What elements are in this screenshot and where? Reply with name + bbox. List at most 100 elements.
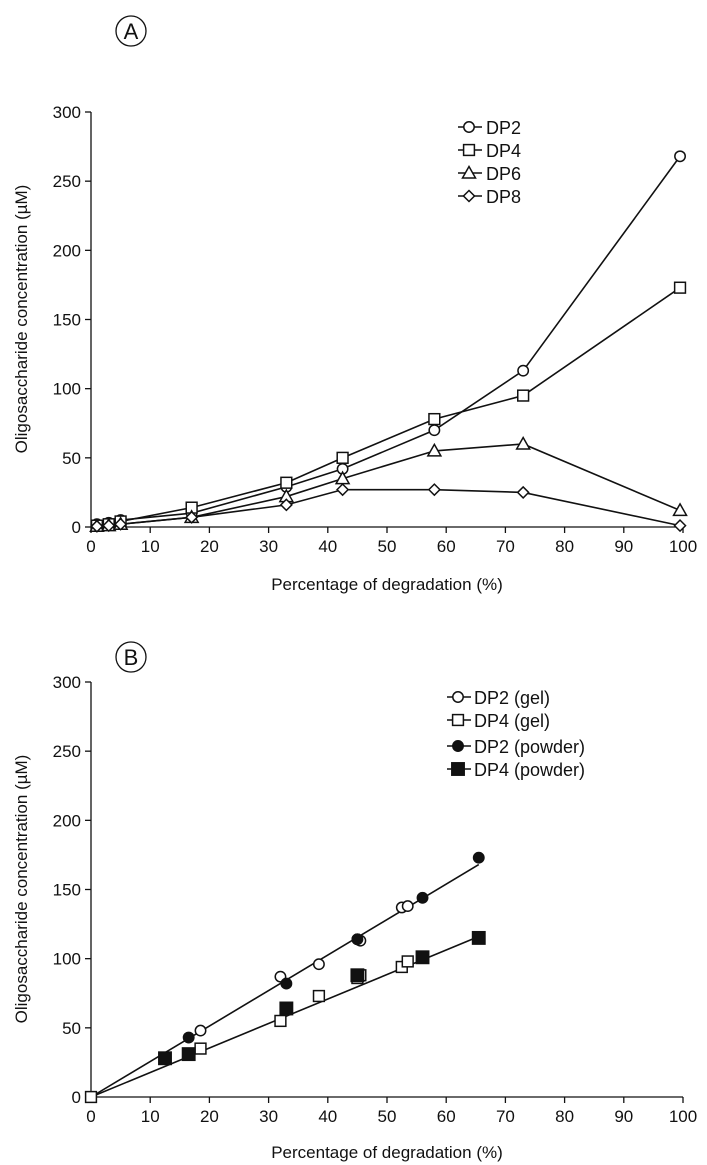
panel-a-legend: DP2 DP4 DP6 DP8	[458, 118, 521, 207]
panel-b: B 0 50 100 150 200 250 300 0 10 20 30 40 50 60 70 80 90…	[12, 641, 697, 1162]
panel-b-point-1-0	[84, 1090, 98, 1104]
panel-a-point-1-4	[280, 476, 293, 489]
panel-b-y-tick-label-2: 100	[53, 950, 81, 969]
legend-b-marker-dp2-gel	[452, 691, 464, 703]
legend-b-label-dp4-powder: DP4 (powder)	[474, 760, 585, 780]
legend-a-marker-dp2-shape	[463, 121, 475, 133]
panel-b-point-0-1	[194, 1024, 207, 1037]
panel-b-point-1-2	[274, 1014, 287, 1028]
panel-b-x-tick-label-5: 50	[378, 1107, 397, 1126]
panel-a-point-3-8	[673, 519, 687, 533]
panel-a-point-2-6	[426, 442, 443, 457]
panel-b-y-tick-label-4: 200	[53, 811, 81, 830]
panel-b-point-3-2	[279, 1001, 294, 1016]
panel-b-point-1-3	[312, 989, 326, 1003]
legend-b-label-dp4-gel: DP4 (gel)	[474, 711, 550, 731]
panel-b-x-tick-label-3: 30	[259, 1107, 278, 1126]
panel-a-line-3	[96, 488, 681, 528]
legend-a-marker-dp8-shape	[462, 189, 476, 203]
legend-a-item-dp4: DP4	[458, 141, 521, 161]
panel-b-y-tick-label-0: 0	[72, 1088, 81, 1107]
panel-a-point-3-0	[90, 519, 104, 533]
panel-a-x-tick-label-10: 100	[669, 537, 697, 556]
panel-a-point-0-7	[517, 364, 530, 377]
legend-b-item-dp2-powder: DP2 (powder)	[447, 737, 585, 757]
panel-b-x-ticks: 0 10 20 30 40 50 60 70 80 90 100	[86, 1097, 697, 1126]
panel-a-x-tick-label-7: 70	[496, 537, 515, 556]
legend-b-marker-dp4-gel-shape	[451, 713, 465, 727]
legend-a-item-dp6: DP6	[458, 164, 521, 184]
panel-b-x-tick-label-0: 0	[86, 1107, 95, 1126]
panel-b-x-tick-label-4: 40	[318, 1107, 337, 1126]
panel-a-x-tick-label-0: 0	[86, 537, 95, 556]
panel-a-x-tick-label-5: 50	[378, 537, 397, 556]
panel-a-x-axis-label: Percentage of degradation (%)	[271, 575, 503, 594]
panel-a-line-0	[96, 155, 681, 526]
panel-a-y-ticks: 0 50 100 150 200 250 300	[53, 103, 91, 537]
panel-a-label-badge: A	[115, 15, 147, 47]
panel-b-x-tick-label-9: 90	[614, 1107, 633, 1126]
panel-b-label-circle	[115, 641, 147, 673]
panel-a-x-tick-label-6: 60	[437, 537, 456, 556]
panel-b-point-0-7	[401, 900, 414, 913]
panel-b-point-3-3	[350, 968, 365, 983]
legend-b-label-dp2-gel: DP2 (gel)	[474, 688, 550, 708]
panel-b-point-3-1	[181, 1047, 196, 1062]
panel-b-x-tick-label-8: 80	[555, 1107, 574, 1126]
panel-b-point-2-2	[351, 933, 364, 946]
legend-b-marker-dp4-powder	[451, 762, 465, 776]
panel-b-label-badge: B	[115, 641, 147, 673]
panel-b-point-3-5	[471, 930, 486, 945]
panel-b-x-axis-label: Percentage of degradation (%)	[271, 1143, 503, 1162]
panel-b-markers	[84, 851, 486, 1104]
panel-a-markers	[89, 150, 688, 533]
panel-a-y-axis-label: Oligosaccharide concentration (µM)	[12, 185, 31, 454]
panel-b-y-tick-label-5: 250	[53, 742, 81, 761]
legend-b-item-dp4-gel: DP4 (gel)	[447, 711, 550, 731]
panel-a-point-2-8	[672, 502, 688, 517]
panel-a-point-3-1	[102, 519, 116, 533]
panel-b-point-1-7	[401, 955, 414, 968]
legend-a-marker-dp6	[461, 164, 477, 179]
legend-a-label-dp8: DP8	[486, 187, 521, 207]
panel-b-x-tick-label-6: 60	[437, 1107, 456, 1126]
panel-a-point-0-8	[674, 150, 686, 163]
panel-b-y-axis-label: Oligosaccharide concentration (µM)	[12, 755, 31, 1024]
panel-a-label-circle	[115, 15, 147, 47]
legend-a-item-dp8: DP8	[458, 187, 521, 207]
panel-a-x-tick-label-9: 90	[614, 537, 633, 556]
legend-b-marker-dp4-powder-shape	[451, 762, 465, 776]
panel-a-point-3-5	[336, 483, 350, 497]
panel-a-point-1-8	[673, 281, 687, 294]
panel-b-label: B	[124, 645, 139, 670]
legend-b-marker-dp2-powder-shape	[452, 740, 464, 752]
panel-a-point-3-7	[516, 485, 530, 499]
panel-a-x-tick-label-4: 40	[318, 537, 337, 556]
panel-a-point-1-7	[517, 389, 530, 402]
legend-a-label-dp2: DP2	[486, 118, 521, 138]
panel-b-point-0-3	[312, 958, 325, 971]
panel-a-point-2-7	[515, 435, 531, 450]
legend-a-marker-dp8	[462, 189, 476, 203]
panel-a-point-3-3	[185, 510, 199, 524]
panel-a-x-tick-label-1: 10	[141, 537, 160, 556]
panel-b-y-tick-label-6: 300	[53, 673, 81, 692]
panel-a-y-tick-label-3: 150	[53, 311, 81, 330]
panel-b-y-tick-label-1: 50	[62, 1019, 81, 1038]
panel-a-point-3-2	[114, 517, 128, 531]
panel-a-y-tick-label-1: 50	[62, 449, 81, 468]
panel-a-point-1-5	[336, 451, 349, 464]
panel-a-y-tick-label-0: 0	[72, 518, 81, 537]
panel-b-point-3-0	[158, 1051, 172, 1066]
legend-a-marker-dp4-shape	[462, 143, 476, 157]
panel-a-x-tick-label-2: 20	[200, 537, 219, 556]
legend-a-marker-dp2	[463, 121, 475, 133]
panel-a-x-tick-label-8: 80	[555, 537, 574, 556]
panel-a-x-tick-label-3: 30	[259, 537, 278, 556]
panel-a-y-tick-label-5: 250	[53, 172, 81, 191]
panel-b-point-1-1	[194, 1042, 207, 1055]
panel-b-y-ticks: 0 50 100 150 200 250 300	[53, 673, 91, 1107]
panel-b-point-2-0	[182, 1031, 195, 1044]
panel-b-point-3-4	[415, 950, 430, 965]
